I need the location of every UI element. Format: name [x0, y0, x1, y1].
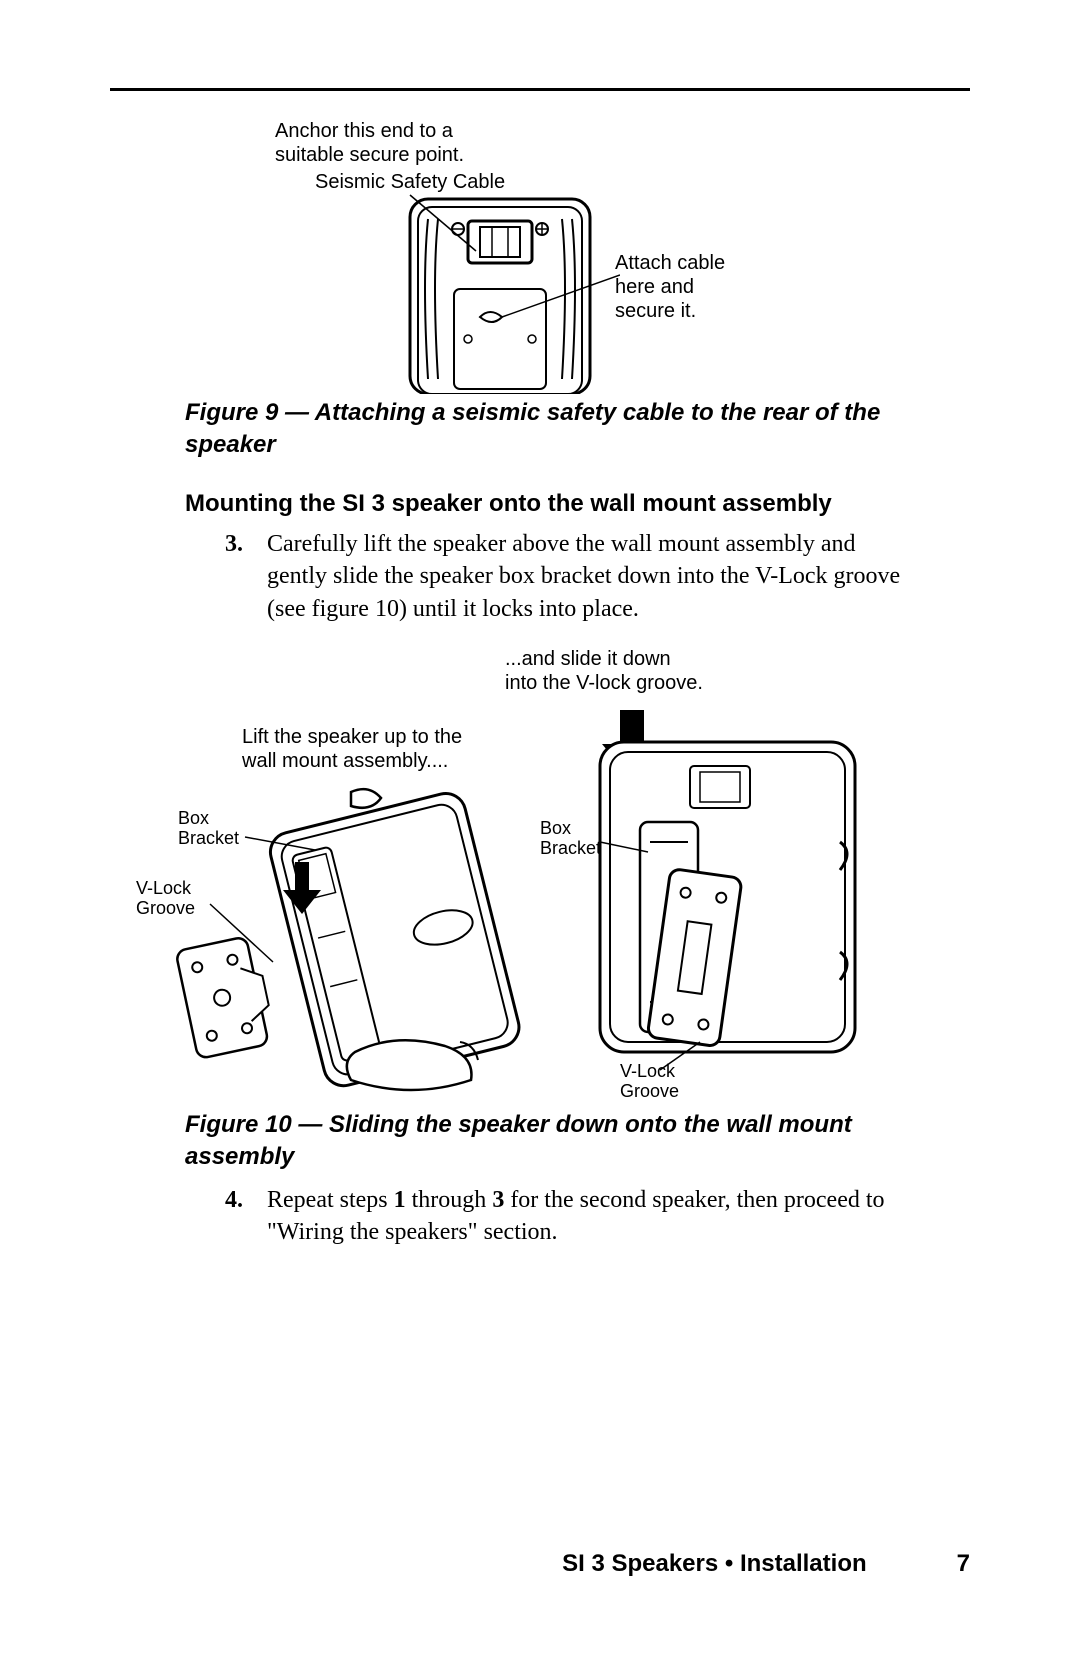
fig10-right-illustration	[540, 702, 870, 1077]
page: Anchor this end to asuitable secure poin…	[110, 88, 970, 1578]
step-4-b1: 1	[394, 1187, 406, 1213]
fig9-anchor-label: Anchor this end to asuitable secure poin…	[275, 119, 464, 167]
fig10-lift-label: Lift the speaker up to thewall mount ass…	[242, 725, 462, 773]
step-3-text: Carefully lift the speaker above the wal…	[267, 528, 910, 625]
figure-10-area: ...and slide it downinto the V-lock groo…	[110, 647, 970, 1103]
figure-9-caption: Figure 9 — Attaching a seismic safety ca…	[185, 397, 910, 462]
top-rule	[110, 88, 970, 91]
step-4-pre: Repeat steps	[267, 1187, 394, 1213]
step-3: 3. Carefully lift the speaker above the …	[225, 528, 910, 625]
step-4: 4. Repeat steps 1 through 3 for the seco…	[225, 1184, 910, 1249]
fig9-speaker-illustration	[380, 189, 620, 394]
step-4-mid: through	[406, 1187, 493, 1213]
fig9-attach-label: Attach cablehere andsecure it.	[615, 251, 725, 323]
step-4-text: Repeat steps 1 through 3 for the second …	[267, 1184, 910, 1249]
fig10-slide-label: ...and slide it downinto the V-lock groo…	[505, 647, 703, 695]
step-3-number: 3.	[225, 528, 267, 625]
step-4-number: 4.	[225, 1184, 267, 1249]
figure-9-area: Anchor this end to asuitable secure poin…	[110, 119, 970, 397]
step-4-b2: 3	[492, 1187, 504, 1213]
section-heading: Mounting the SI 3 speaker onto the wall …	[185, 490, 970, 518]
fig10-left-illustration	[155, 772, 525, 1092]
footer-title: SI 3 Speakers • Installation	[562, 1550, 867, 1577]
page-footer: SI 3 Speakers • Installation 7	[562, 1550, 970, 1578]
figure-10-caption: Figure 10 — Sliding the speaker down ont…	[185, 1109, 910, 1174]
footer-page-number: 7	[957, 1550, 970, 1577]
